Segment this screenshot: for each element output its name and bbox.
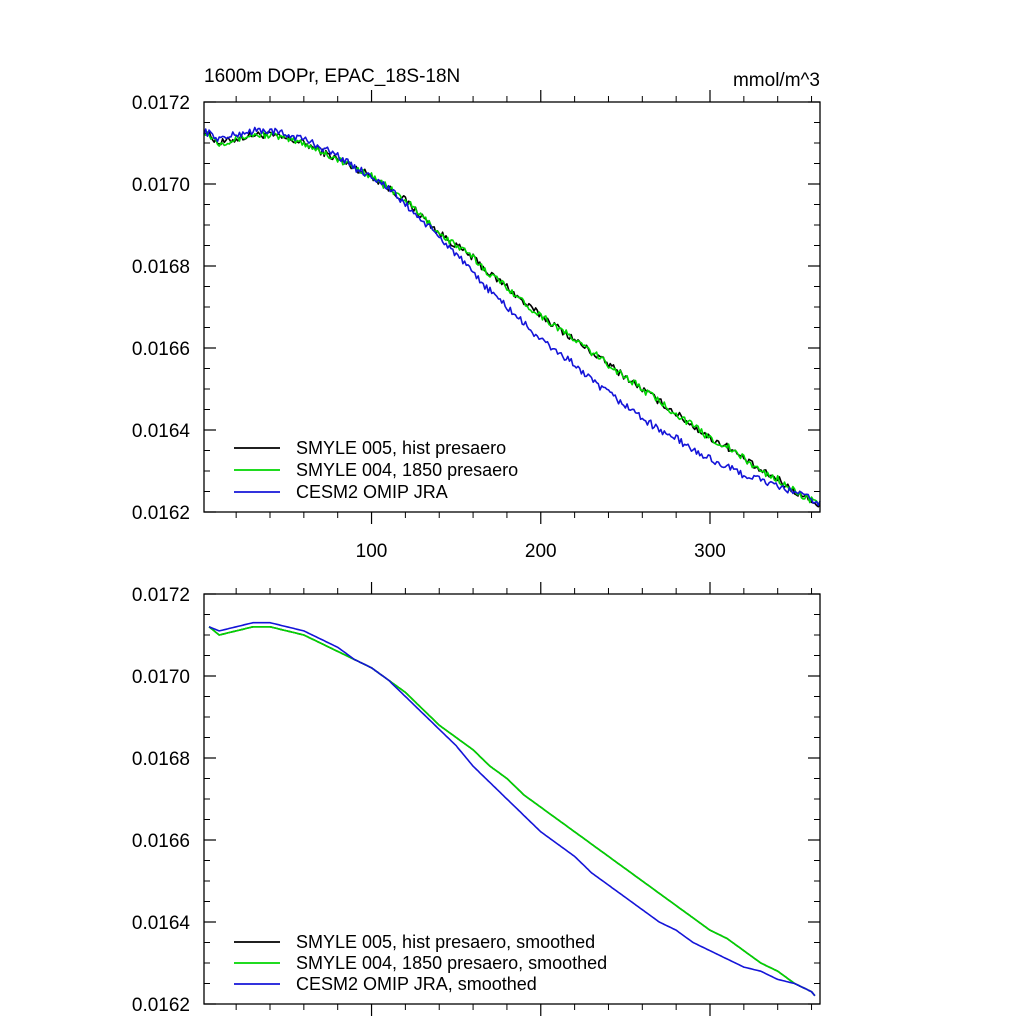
y-tick-label: 0.0170 bbox=[132, 175, 190, 196]
y-tick-label: 0.0166 bbox=[132, 339, 190, 360]
top-panel: 1600m DOPr, EPAC_18S-18N mmol/m^3 0.0162… bbox=[132, 66, 821, 562]
top-series-layer bbox=[203, 126, 821, 508]
legend-label: SMYLE 004, 1850 presaero, smoothed bbox=[296, 953, 607, 973]
bottom-series-layer bbox=[208, 621, 816, 997]
y-tick-label: 0.0170 bbox=[132, 667, 190, 688]
y-tick-label: 0.0166 bbox=[132, 831, 190, 852]
series-line bbox=[208, 625, 816, 997]
x-tick-label: 200 bbox=[525, 541, 557, 562]
bottom-ticks: 0.0162 0.0164 0.0166 0.0168 0.0170 0.0172 bbox=[132, 582, 820, 1016]
units-label: mmol/m^3 bbox=[733, 70, 820, 91]
series-line bbox=[203, 131, 821, 506]
chart-title: 1600m DOPr, EPAC_18S-18N bbox=[204, 66, 460, 87]
series-line bbox=[203, 126, 821, 507]
y-tick-label: 0.0164 bbox=[132, 913, 191, 934]
top-ticks: 0.0162 0.0164 0.0166 0.0168 0.0170 0.0172 100 2… bbox=[132, 90, 820, 562]
x-tick-label: 300 bbox=[694, 541, 726, 562]
y-tick-label: 0.0168 bbox=[132, 749, 190, 770]
y-tick-label: 0.0162 bbox=[132, 995, 190, 1016]
legend-label: CESM2 OMIP JRA, smoothed bbox=[296, 974, 537, 994]
y-tick-label: 0.0172 bbox=[132, 93, 190, 114]
y-tick-label: 0.0162 bbox=[132, 503, 190, 524]
legend-label: SMYLE 005, hist presaero bbox=[296, 438, 506, 458]
legend-label: SMYLE 004, 1850 presaero bbox=[296, 460, 518, 480]
x-tick-label: 100 bbox=[356, 541, 388, 562]
series-line bbox=[208, 621, 816, 997]
y-tick-label: 0.0168 bbox=[132, 257, 190, 278]
bottom-legend: SMYLE 005, hist presaero, smoothedSMYLE … bbox=[234, 932, 607, 994]
legend-label: CESM2 OMIP JRA bbox=[296, 482, 448, 502]
legend-label: SMYLE 005, hist presaero, smoothed bbox=[296, 932, 595, 952]
bottom-panel: 0.0162 0.0164 0.0166 0.0168 0.0170 0.0172 SMY… bbox=[132, 582, 821, 1016]
y-tick-label: 0.0164 bbox=[132, 421, 191, 442]
y-tick-label: 0.0172 bbox=[132, 585, 190, 606]
